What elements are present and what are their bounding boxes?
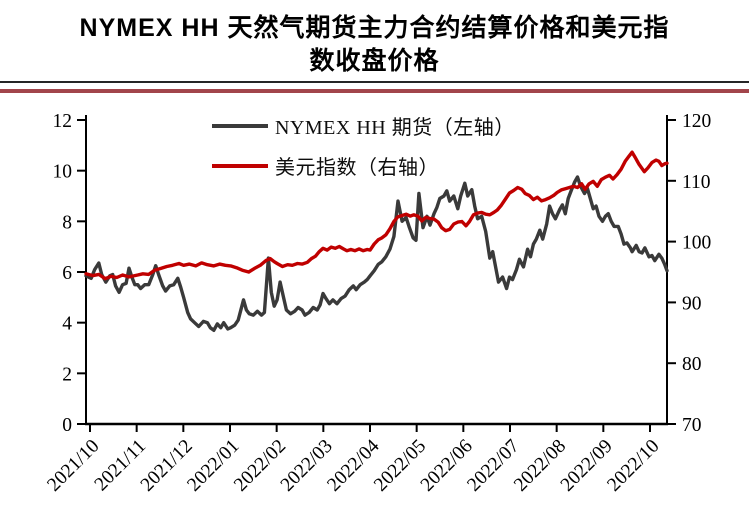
- y-axis-left-tick-label: 0: [62, 415, 72, 436]
- figure-title-line-2: 数收盘价格: [309, 47, 440, 75]
- y-axis-left-tick-label: 4: [62, 314, 72, 335]
- y-axis-left-tick-label: 10: [53, 162, 73, 183]
- x-axis-tick-label: 2022/09: [557, 436, 617, 496]
- series-line-dollar-index: [84, 150, 669, 281]
- legend-item-dxy: 美元指数（右轴）: [212, 151, 515, 180]
- legend-swatch-nymex: [212, 123, 268, 128]
- x-axis-tick-label: 2022/10: [603, 436, 663, 496]
- y-axis-right-tick-label: 120: [682, 111, 711, 132]
- y-axis-right-tick-label: 90: [682, 293, 702, 314]
- x-axis-tick-label: 2022/05: [370, 436, 430, 496]
- y-axis-right-tick-label: 100: [682, 233, 711, 254]
- x-axis-tick-label: 2021/10: [43, 436, 103, 496]
- x-axis-tick-label: 2021/12: [137, 436, 197, 496]
- figure-title: NYMEX HH 天然气期货主力合约结算价格和美元指 数收盘价格: [0, 12, 749, 78]
- y-axis-right-tick-label: 110: [682, 172, 711, 193]
- legend-label-nymex: NYMEX HH 期货（左轴）: [275, 117, 515, 139]
- y-axis-left-tick-label: 6: [62, 263, 72, 284]
- y-axis-right-tick-label: 70: [682, 415, 702, 436]
- x-axis-tick-label: 2022/01: [183, 436, 243, 496]
- legend: NYMEX HH 期货（左轴） 美元指数（右轴）: [212, 111, 515, 180]
- y-axis-right-tick-label: 80: [682, 354, 702, 375]
- legend-item-nymex: NYMEX HH 期货（左轴）: [212, 111, 515, 140]
- legend-swatch-dxy: [212, 163, 268, 168]
- x-axis-tick-label: 2022/03: [277, 436, 337, 496]
- y-axis-left-tick-label: 8: [62, 212, 72, 233]
- x-axis-tick-label: 2022/08: [510, 436, 570, 496]
- legend-label-dxy: 美元指数（右轴）: [275, 157, 439, 179]
- x-axis-tick-label: 2022/02: [230, 436, 290, 496]
- title-divider-red: [0, 89, 749, 93]
- title-divider-thin: [0, 81, 749, 83]
- y-axis-left-tick-label: 2: [62, 364, 72, 385]
- figure-title-line-1: NYMEX HH 天然气期货主力合约结算价格和美元指: [79, 14, 670, 42]
- series-line-nymex-hh: [84, 175, 669, 332]
- y-axis-left-tick-label: 12: [53, 111, 73, 132]
